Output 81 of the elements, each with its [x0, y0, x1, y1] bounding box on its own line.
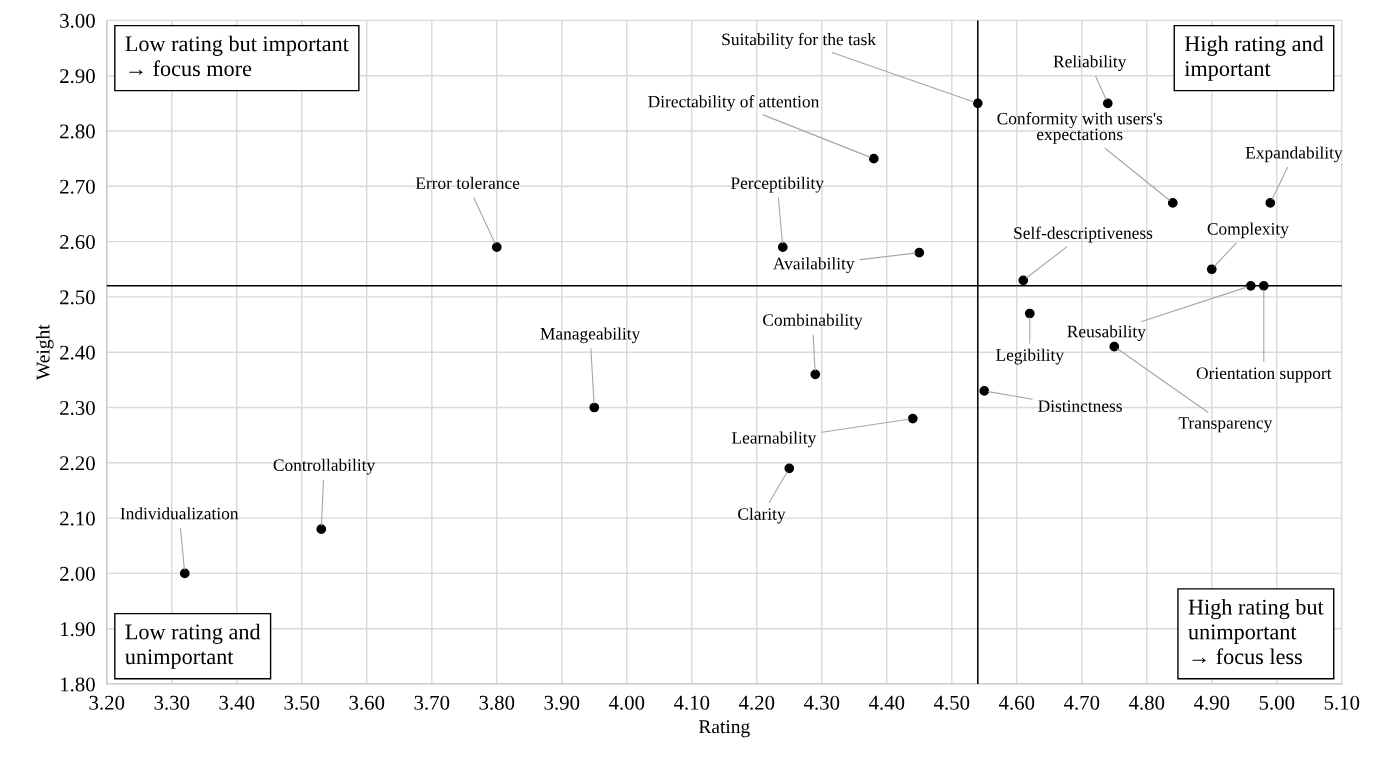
- annotation: Complexity: [1207, 222, 1289, 239]
- annotation: Perceptibility: [730, 176, 824, 193]
- annotation: High rating but unimportant → focus less: [1188, 598, 1324, 665]
- annotation: Legibility: [996, 348, 1064, 365]
- annotation: Suitability for the task: [722, 32, 877, 49]
- y-axis-title: Weight: [35, 324, 54, 381]
- point: [907, 413, 918, 424]
- x-tick-label: 5.00: [1259, 695, 1295, 710]
- point: [491, 242, 502, 252]
- annotation: Availability: [773, 257, 855, 274]
- annotation: Conformity with users's expectations: [997, 112, 1163, 144]
- x-tick-label: 4.10: [673, 695, 710, 710]
- x-tick-label: 3.50: [284, 695, 320, 710]
- annotation: Expandability: [1245, 146, 1343, 163]
- point: [784, 463, 795, 474]
- point: [1245, 280, 1256, 291]
- x-axis-title: Rating: [698, 720, 750, 738]
- x-tick-label: 4.60: [998, 695, 1035, 710]
- annotation: Clarity: [738, 507, 786, 524]
- y-tick-label: 1.90: [61, 622, 95, 637]
- x-tick-label: 4.80: [1128, 695, 1165, 710]
- annotation: Orientation support: [1196, 367, 1332, 383]
- annotation: Low rating but important → focus more: [125, 35, 349, 77]
- x-tick-label: 4.20: [738, 695, 775, 710]
- point: [589, 402, 600, 413]
- point: [1024, 308, 1035, 319]
- x-tick-label: 3.40: [219, 695, 255, 710]
- y-tick-label: 1.80: [61, 677, 95, 692]
- y-tick-label: 2.10: [60, 511, 95, 526]
- x-tick-label: 5.10: [1324, 695, 1360, 710]
- point: [1018, 275, 1029, 286]
- point: [1258, 280, 1269, 291]
- point: [914, 247, 925, 258]
- point: [777, 242, 788, 252]
- point: [868, 153, 879, 164]
- x-tick-label: 4.50: [933, 695, 970, 710]
- annotation: Directability of attention: [648, 95, 820, 112]
- x-tick-label: 3.60: [349, 695, 385, 710]
- y-tick-label: 2.70: [60, 179, 95, 194]
- x-tick-label: 3.90: [544, 695, 580, 710]
- y-tick-label: 2.20: [60, 456, 95, 471]
- point: [1109, 341, 1120, 352]
- annotation: Reliability: [1053, 55, 1127, 71]
- annotation: Reusability: [1067, 325, 1146, 341]
- point: [979, 386, 990, 396]
- annotation: Individualization: [120, 507, 239, 520]
- annotation: Manageability: [540, 327, 641, 344]
- point: [1206, 264, 1217, 275]
- x-tick-label: 3.80: [479, 695, 515, 710]
- x-tick-label: 4.90: [1193, 695, 1230, 710]
- point: [1102, 98, 1113, 109]
- point: [1167, 198, 1178, 208]
- point: [316, 524, 327, 535]
- y-tick-label: 2.40: [60, 345, 95, 360]
- annotation: Controllability: [273, 458, 376, 475]
- x-tick-label: 4.30: [803, 695, 840, 710]
- point: [179, 568, 190, 579]
- annotation: Combinability: [763, 313, 863, 330]
- point: [1265, 198, 1276, 208]
- annotation: Self-descriptiveness: [1014, 226, 1153, 243]
- x-tick-label: 3.70: [414, 695, 450, 710]
- x-tick-label: 3.30: [154, 695, 190, 710]
- y-tick-label: 2.50: [60, 290, 95, 305]
- annotation: Low rating and unimportant: [125, 623, 261, 669]
- annotation: High rating and important: [1184, 35, 1324, 81]
- y-tick-label: 2.00: [60, 566, 95, 581]
- y-tick-label: 2.60: [60, 234, 95, 250]
- y-tick-label: 2.90: [60, 69, 95, 84]
- point: [972, 98, 983, 109]
- point: [810, 369, 821, 380]
- y-tick-label: 3.00: [60, 13, 95, 28]
- x-tick-label: 3.20: [89, 695, 125, 710]
- annotation: Learnability: [731, 431, 817, 448]
- y-tick-label: 2.80: [60, 124, 95, 139]
- annotation: Error tolerance: [415, 176, 520, 189]
- x-tick-label: 4.70: [1063, 695, 1100, 710]
- y-tick-label: 2.30: [60, 400, 95, 416]
- x-tick-label: 4.40: [868, 695, 905, 710]
- annotation: Distinctness: [1038, 400, 1122, 412]
- annotation: Transparency: [1178, 417, 1273, 433]
- x-tick-label: 4.00: [608, 695, 645, 710]
